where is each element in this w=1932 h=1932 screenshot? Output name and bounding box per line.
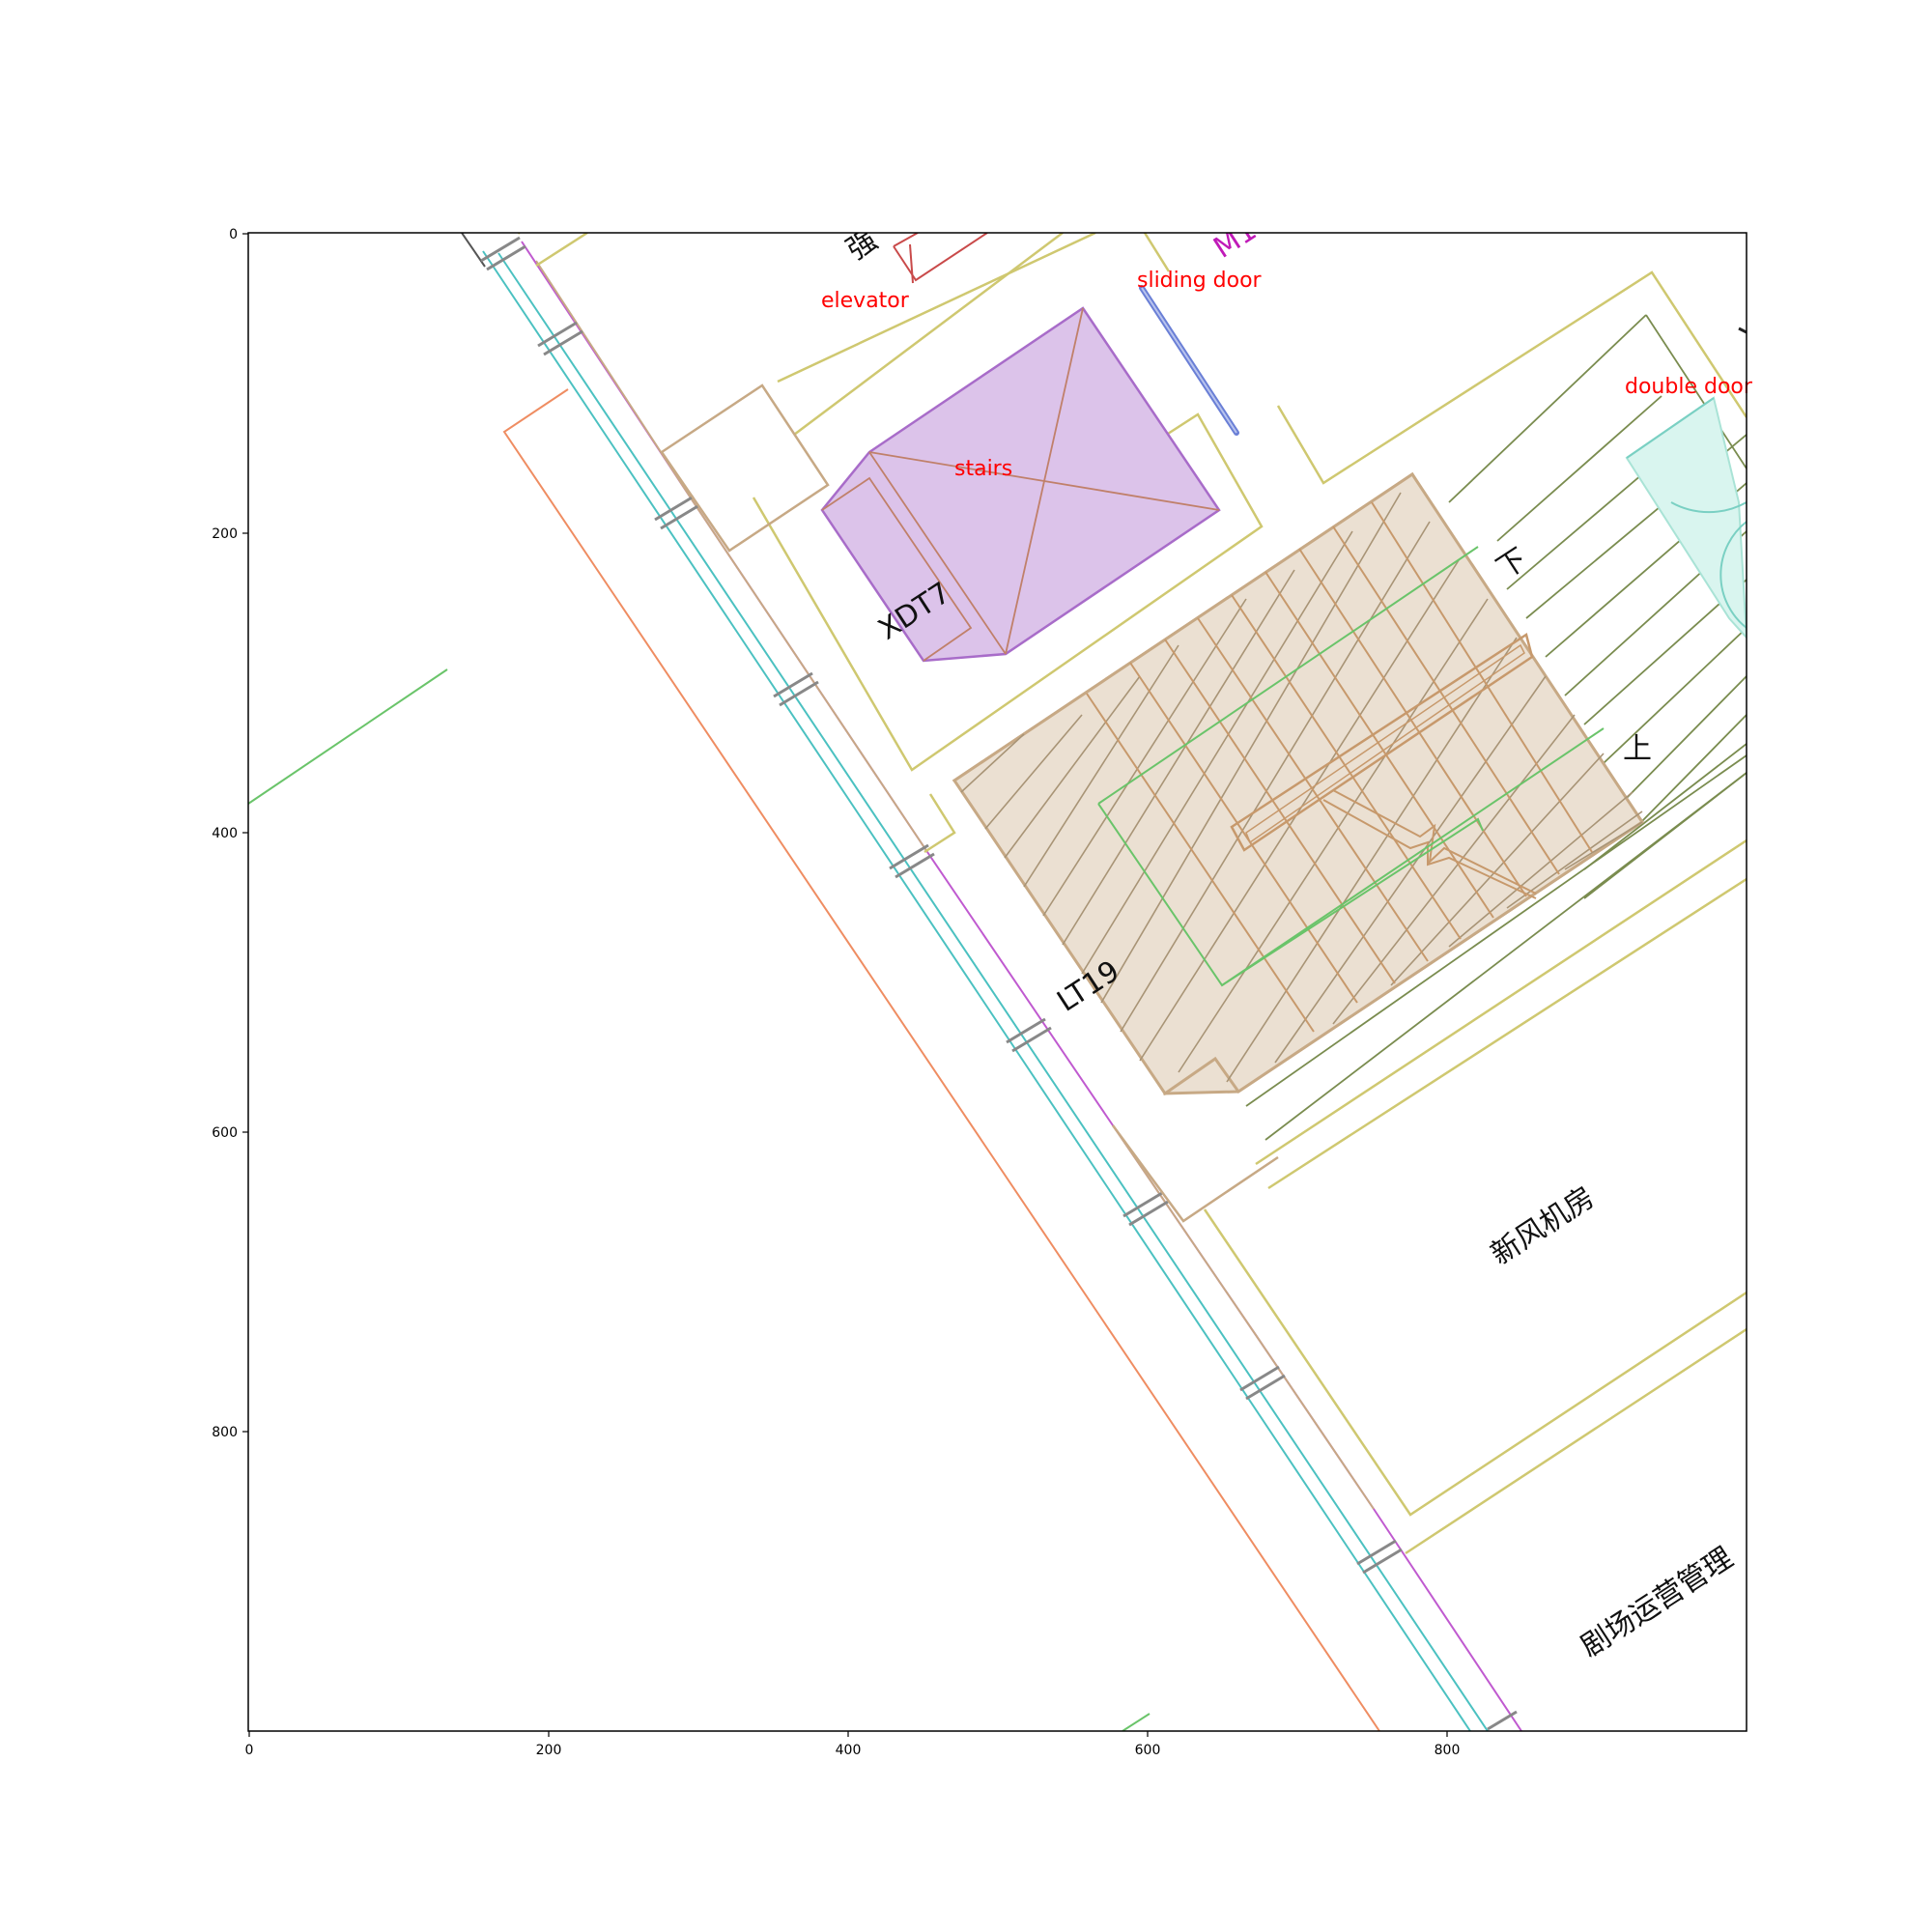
y-tick-label: 200 bbox=[212, 526, 238, 542]
double-door bbox=[1625, 396, 1747, 639]
x-axis bbox=[248, 1731, 1448, 1737]
tan-outlines bbox=[660, 384, 1279, 1223]
stair-block bbox=[952, 471, 1645, 1096]
green-line-bottom bbox=[1122, 1713, 1151, 1731]
sliding-door-inner bbox=[1141, 287, 1237, 434]
teal-wall-line-1 bbox=[482, 250, 1471, 1731]
annotation-sliding-door: sliding door bbox=[1137, 269, 1263, 293]
dark-mark-top-right bbox=[1738, 327, 1747, 334]
room-label-shang: 上 bbox=[1623, 732, 1652, 766]
annotation-double-door: double door bbox=[1625, 375, 1753, 399]
x-tick-label: 400 bbox=[836, 1743, 862, 1758]
wall-ticks bbox=[480, 236, 1518, 1731]
red-outline-element bbox=[893, 233, 988, 284]
y-axis bbox=[242, 233, 248, 1433]
green-line-left bbox=[248, 668, 448, 805]
x-tick-label: 200 bbox=[536, 1743, 562, 1758]
y-tick-label: 400 bbox=[212, 826, 238, 841]
orange-boundary-line bbox=[502, 388, 1380, 1731]
y-tick-label: 0 bbox=[229, 227, 238, 242]
y-tick-label: 800 bbox=[212, 1425, 238, 1440]
teal-wall-line-2 bbox=[497, 252, 1489, 1731]
annotation-elevator: elevator bbox=[821, 289, 910, 313]
dark-wall-line bbox=[461, 233, 486, 268]
annotation-stairs: stairs bbox=[954, 457, 1012, 481]
elevator-inner-lines bbox=[821, 307, 1220, 662]
axes-frame bbox=[247, 232, 1747, 1732]
x-tick-label: 0 bbox=[245, 1743, 254, 1758]
wall-line-tan bbox=[535, 260, 928, 853]
olive-room-outlines bbox=[518, 233, 1747, 1555]
x-tick-label: 600 bbox=[1135, 1743, 1161, 1758]
x-tick-label: 800 bbox=[1435, 1743, 1461, 1758]
y-tick-label: 600 bbox=[212, 1125, 238, 1141]
